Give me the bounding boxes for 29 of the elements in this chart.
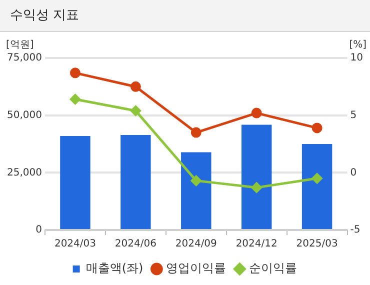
y2-axis-title: [%] — [349, 40, 367, 51]
point — [251, 108, 262, 118]
y-tick-label: 25,000 — [6, 167, 42, 178]
point — [70, 68, 80, 78]
x-tick-label: 2024/06 — [114, 238, 156, 250]
point — [312, 122, 322, 134]
x-tick-label: 2024/09 — [175, 238, 217, 250]
y2-tick-label: 10 — [350, 52, 364, 64]
chart-title: 수익성 지표 — [0, 0, 370, 32]
point — [251, 182, 262, 193]
y2-tick-label: -5 — [350, 224, 360, 236]
point — [130, 105, 141, 116]
x-tick-label: 2024/12 — [236, 238, 278, 250]
x-tick-label: 2024/03 — [54, 238, 96, 250]
y-tick-label: 50,000 — [6, 110, 42, 121]
y2-tick-label: 0 — [350, 167, 357, 178]
y-tick-label: 0 — [36, 224, 42, 236]
point — [190, 175, 202, 186]
legend-label: 순이익률 — [249, 261, 298, 276]
point — [312, 173, 322, 184]
y-tick-label: 75,000 — [6, 52, 42, 64]
point — [130, 81, 141, 92]
legend-label: 매출액(좌) — [86, 261, 144, 276]
point — [190, 127, 202, 138]
x-tick-label: 2025/03 — [296, 238, 338, 250]
y2-tick-label: 5 — [350, 110, 357, 121]
point — [70, 94, 80, 105]
y-axis-title: [억원] — [6, 40, 34, 51]
legend-label: 영업이익률 — [166, 261, 226, 276]
